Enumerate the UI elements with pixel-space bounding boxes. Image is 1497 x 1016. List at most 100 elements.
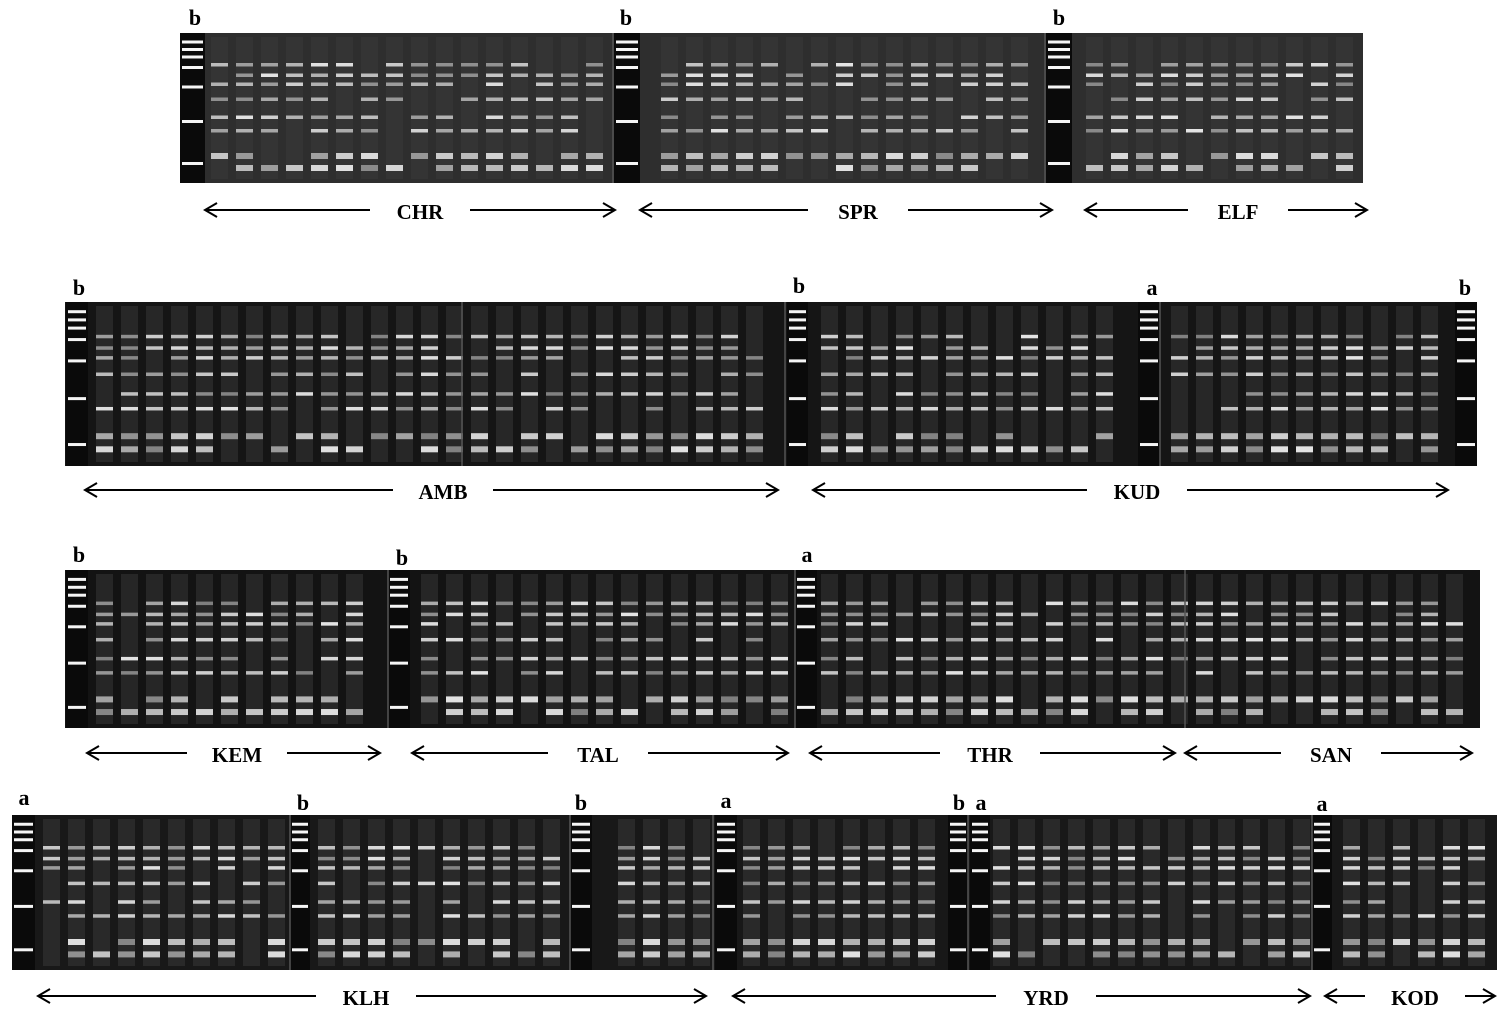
band — [193, 939, 210, 945]
ladder-band — [292, 869, 308, 872]
lane — [1446, 574, 1463, 724]
band — [646, 696, 663, 702]
band — [736, 98, 753, 102]
band — [1021, 407, 1038, 411]
band — [443, 939, 460, 945]
marker-label: b — [575, 790, 587, 815]
population-label: THR — [967, 743, 1013, 767]
band — [1021, 373, 1038, 377]
band — [296, 622, 313, 626]
band — [546, 392, 563, 396]
ladder-band — [68, 327, 86, 330]
gel-row — [12, 815, 1497, 970]
band — [768, 939, 785, 945]
band — [1211, 116, 1228, 120]
band — [1043, 939, 1060, 945]
band — [1261, 98, 1278, 102]
band — [1021, 657, 1038, 661]
band — [443, 866, 460, 870]
band — [1421, 602, 1438, 606]
band — [946, 407, 963, 411]
band — [1161, 116, 1178, 120]
ladder-band — [616, 66, 638, 69]
band — [346, 671, 363, 675]
band — [921, 392, 938, 396]
band — [221, 346, 238, 350]
band — [993, 866, 1010, 870]
band — [486, 83, 503, 87]
band — [793, 951, 810, 957]
band — [1221, 709, 1238, 715]
band — [218, 846, 235, 850]
band — [318, 857, 335, 861]
band — [621, 446, 638, 452]
band — [946, 602, 963, 606]
band — [871, 356, 888, 360]
band — [221, 407, 238, 411]
band — [821, 709, 838, 715]
ladder-band — [797, 578, 815, 581]
band — [236, 116, 253, 120]
band — [1121, 622, 1138, 626]
band — [1246, 373, 1263, 377]
lane — [871, 306, 888, 462]
ladder-band — [717, 831, 735, 834]
band — [486, 63, 503, 67]
band — [871, 696, 888, 702]
ladder-band — [68, 443, 86, 446]
band — [1146, 709, 1163, 715]
band — [886, 74, 903, 78]
band — [96, 602, 113, 606]
ladder-band — [182, 41, 203, 44]
band — [1296, 671, 1313, 675]
band — [1218, 846, 1235, 850]
band — [618, 866, 635, 870]
band — [468, 914, 485, 918]
band — [143, 939, 160, 945]
band — [996, 602, 1013, 606]
ladder-band — [717, 849, 735, 852]
band — [1246, 709, 1263, 715]
band — [1143, 914, 1160, 918]
band — [246, 346, 263, 350]
band — [1321, 613, 1338, 617]
band — [396, 356, 413, 360]
band — [668, 914, 685, 918]
band — [646, 346, 663, 350]
band — [1336, 83, 1353, 87]
band — [1146, 638, 1163, 642]
ladder-band — [950, 838, 966, 841]
marker-label: a — [976, 790, 987, 815]
ladder-band — [14, 823, 33, 826]
band — [1418, 939, 1435, 945]
band — [1071, 671, 1088, 675]
band — [196, 622, 213, 626]
band — [193, 857, 210, 861]
band — [1193, 914, 1210, 918]
band — [171, 602, 188, 606]
band — [536, 165, 553, 171]
band — [1286, 165, 1303, 171]
band — [1046, 356, 1063, 360]
band — [436, 129, 453, 133]
band — [896, 613, 913, 617]
band — [221, 696, 238, 702]
band — [468, 882, 485, 886]
band — [68, 857, 85, 861]
band — [918, 866, 935, 870]
band — [311, 165, 328, 171]
band — [721, 433, 738, 439]
band — [1236, 153, 1253, 159]
band — [836, 153, 853, 159]
ladder-band — [68, 586, 86, 589]
band — [936, 153, 953, 159]
ladder-band — [1140, 318, 1158, 321]
band — [121, 407, 138, 411]
band — [268, 882, 285, 886]
band — [493, 846, 510, 850]
band — [921, 335, 938, 339]
marker-label: b — [189, 5, 201, 30]
band — [1346, 638, 1363, 642]
ladder-band — [972, 905, 988, 908]
band — [1046, 407, 1063, 411]
